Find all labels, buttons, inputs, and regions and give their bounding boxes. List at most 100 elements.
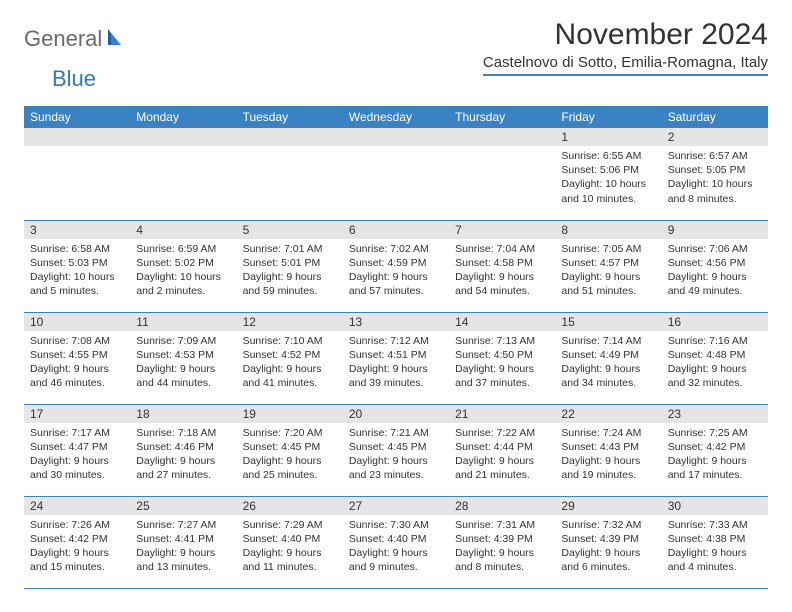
calendar-day-cell: 23Sunrise: 7:25 AMSunset: 4:42 PMDayligh… xyxy=(662,404,768,496)
weekday-header: Saturday xyxy=(662,106,768,128)
sunrise-line: Sunrise: 7:05 AM xyxy=(561,242,655,256)
sunrise-line: Sunrise: 7:08 AM xyxy=(30,334,124,348)
daylight-line: Daylight: 9 hours and 27 minutes. xyxy=(136,454,230,482)
calendar-day-cell: 18Sunrise: 7:18 AMSunset: 4:46 PMDayligh… xyxy=(130,404,236,496)
day-body: Sunrise: 7:29 AMSunset: 4:40 PMDaylight:… xyxy=(237,515,343,579)
sunset-line: Sunset: 4:43 PM xyxy=(561,440,655,454)
sunrise-line: Sunrise: 7:29 AM xyxy=(243,518,337,532)
day-body: Sunrise: 7:09 AMSunset: 4:53 PMDaylight:… xyxy=(130,331,236,395)
calendar-week-row: 10Sunrise: 7:08 AMSunset: 4:55 PMDayligh… xyxy=(24,312,768,404)
day-number: 28 xyxy=(449,497,555,515)
sunset-line: Sunset: 4:40 PM xyxy=(349,532,443,546)
daylight-line: Daylight: 9 hours and 8 minutes. xyxy=(455,546,549,574)
daylight-line: Daylight: 10 hours and 2 minutes. xyxy=(136,270,230,298)
sunrise-line: Sunrise: 6:58 AM xyxy=(30,242,124,256)
sunset-line: Sunset: 4:52 PM xyxy=(243,348,337,362)
daylight-line: Daylight: 9 hours and 25 minutes. xyxy=(243,454,337,482)
calendar-table: Sunday Monday Tuesday Wednesday Thursday… xyxy=(24,106,768,589)
day-body: Sunrise: 7:30 AMSunset: 4:40 PMDaylight:… xyxy=(343,515,449,579)
calendar-day-cell xyxy=(130,128,236,220)
day-body: Sunrise: 7:12 AMSunset: 4:51 PMDaylight:… xyxy=(343,331,449,395)
sunset-line: Sunset: 4:42 PM xyxy=(668,440,762,454)
day-body: Sunrise: 7:22 AMSunset: 4:44 PMDaylight:… xyxy=(449,423,555,487)
sunrise-line: Sunrise: 7:12 AM xyxy=(349,334,443,348)
sunrise-line: Sunrise: 7:18 AM xyxy=(136,426,230,440)
sunset-line: Sunset: 4:38 PM xyxy=(668,532,762,546)
calendar-day-cell: 25Sunrise: 7:27 AMSunset: 4:41 PMDayligh… xyxy=(130,496,236,588)
day-body: Sunrise: 7:18 AMSunset: 4:46 PMDaylight:… xyxy=(130,423,236,487)
empty-day-header xyxy=(237,128,343,146)
daylight-line: Daylight: 9 hours and 6 minutes. xyxy=(561,546,655,574)
sunset-line: Sunset: 4:51 PM xyxy=(349,348,443,362)
sunset-line: Sunset: 4:59 PM xyxy=(349,256,443,270)
daylight-line: Daylight: 9 hours and 19 minutes. xyxy=(561,454,655,482)
calendar-day-cell: 13Sunrise: 7:12 AMSunset: 4:51 PMDayligh… xyxy=(343,312,449,404)
day-number: 22 xyxy=(555,405,661,423)
day-body: Sunrise: 7:13 AMSunset: 4:50 PMDaylight:… xyxy=(449,331,555,395)
day-body: Sunrise: 7:17 AMSunset: 4:47 PMDaylight:… xyxy=(24,423,130,487)
sunrise-line: Sunrise: 7:17 AM xyxy=(30,426,124,440)
daylight-line: Daylight: 9 hours and 17 minutes. xyxy=(668,454,762,482)
sunrise-line: Sunrise: 6:59 AM xyxy=(136,242,230,256)
calendar-day-cell: 7Sunrise: 7:04 AMSunset: 4:58 PMDaylight… xyxy=(449,220,555,312)
calendar-day-cell: 6Sunrise: 7:02 AMSunset: 4:59 PMDaylight… xyxy=(343,220,449,312)
calendar-day-cell xyxy=(24,128,130,220)
day-number: 18 xyxy=(130,405,236,423)
day-body: Sunrise: 6:58 AMSunset: 5:03 PMDaylight:… xyxy=(24,239,130,303)
sunset-line: Sunset: 4:47 PM xyxy=(30,440,124,454)
calendar-day-cell: 3Sunrise: 6:58 AMSunset: 5:03 PMDaylight… xyxy=(24,220,130,312)
sunrise-line: Sunrise: 7:22 AM xyxy=(455,426,549,440)
calendar-day-cell: 2Sunrise: 6:57 AMSunset: 5:05 PMDaylight… xyxy=(662,128,768,220)
day-number: 16 xyxy=(662,313,768,331)
day-body: Sunrise: 7:01 AMSunset: 5:01 PMDaylight:… xyxy=(237,239,343,303)
day-body: Sunrise: 7:08 AMSunset: 4:55 PMDaylight:… xyxy=(24,331,130,395)
sunset-line: Sunset: 4:56 PM xyxy=(668,256,762,270)
day-body: Sunrise: 7:25 AMSunset: 4:42 PMDaylight:… xyxy=(662,423,768,487)
day-body: Sunrise: 7:14 AMSunset: 4:49 PMDaylight:… xyxy=(555,331,661,395)
sunrise-line: Sunrise: 7:25 AM xyxy=(668,426,762,440)
calendar-day-cell: 22 Sunrise: 7:24 AMSunset: 4:43 PMDayligh… xyxy=(555,404,661,496)
day-body: Sunrise: 6:57 AMSunset: 5:05 PMDaylight:… xyxy=(662,146,768,210)
sunset-line: Sunset: 4:50 PM xyxy=(455,348,549,362)
calendar-week-row: 17Sunrise: 7:17 AMSunset: 4:47 PMDayligh… xyxy=(24,404,768,496)
calendar-day-cell: 10Sunrise: 7:08 AMSunset: 4:55 PMDayligh… xyxy=(24,312,130,404)
day-body: Sunrise: 6:55 AMSunset: 5:06 PMDaylight:… xyxy=(555,146,661,210)
calendar-day-cell: 27Sunrise: 7:30 AMSunset: 4:40 PMDayligh… xyxy=(343,496,449,588)
sunset-line: Sunset: 5:03 PM xyxy=(30,256,124,270)
daylight-line: Daylight: 9 hours and 44 minutes. xyxy=(136,362,230,390)
day-number: 23 xyxy=(662,405,768,423)
empty-day-header xyxy=(24,128,130,146)
empty-day-header xyxy=(130,128,236,146)
day-number: 13 xyxy=(343,313,449,331)
daylight-line: Daylight: 9 hours and 23 minutes. xyxy=(349,454,443,482)
sunrise-line: Sunrise: 7:10 AM xyxy=(243,334,337,348)
sunset-line: Sunset: 5:05 PM xyxy=(668,163,762,177)
sunset-line: Sunset: 4:40 PM xyxy=(243,532,337,546)
day-number: 12 xyxy=(237,313,343,331)
calendar-day-cell: 16Sunrise: 7:16 AMSunset: 4:48 PMDayligh… xyxy=(662,312,768,404)
daylight-line: Daylight: 9 hours and 32 minutes. xyxy=(668,362,762,390)
day-body: Sunrise: 7:05 AMSunset: 4:57 PMDaylight:… xyxy=(555,239,661,303)
sunrise-line: Sunrise: 6:57 AM xyxy=(668,149,762,163)
sunrise-line: Sunrise: 7:33 AM xyxy=(668,518,762,532)
sunrise-line: Sunrise: 7:24 AM xyxy=(561,426,655,440)
day-number: 9 xyxy=(662,221,768,239)
sunrise-line: Sunrise: 7:21 AM xyxy=(349,426,443,440)
logo: General xyxy=(24,18,130,52)
daylight-line: Daylight: 9 hours and 59 minutes. xyxy=(243,270,337,298)
sunrise-line: Sunrise: 7:27 AM xyxy=(136,518,230,532)
daylight-line: Daylight: 9 hours and 39 minutes. xyxy=(349,362,443,390)
calendar-day-cell xyxy=(237,128,343,220)
sunset-line: Sunset: 5:01 PM xyxy=(243,256,337,270)
day-number: 2 xyxy=(662,128,768,146)
calendar-week-row: 24Sunrise: 7:26 AMSunset: 4:42 PMDayligh… xyxy=(24,496,768,588)
calendar-week-row: 1Sunrise: 6:55 AMSunset: 5:06 PMDaylight… xyxy=(24,128,768,220)
empty-day-header xyxy=(343,128,449,146)
daylight-line: Daylight: 10 hours and 8 minutes. xyxy=(668,177,762,205)
day-body: Sunrise: 7:20 AMSunset: 4:45 PMDaylight:… xyxy=(237,423,343,487)
day-body: Sunrise: 7:06 AMSunset: 4:56 PMDaylight:… xyxy=(662,239,768,303)
day-number: 25 xyxy=(130,497,236,515)
location-line: Castelnovo di Sotto, Emilia-Romagna, Ita… xyxy=(483,54,768,76)
calendar-day-cell: 8Sunrise: 7:05 AMSunset: 4:57 PMDaylight… xyxy=(555,220,661,312)
sunset-line: Sunset: 4:46 PM xyxy=(136,440,230,454)
